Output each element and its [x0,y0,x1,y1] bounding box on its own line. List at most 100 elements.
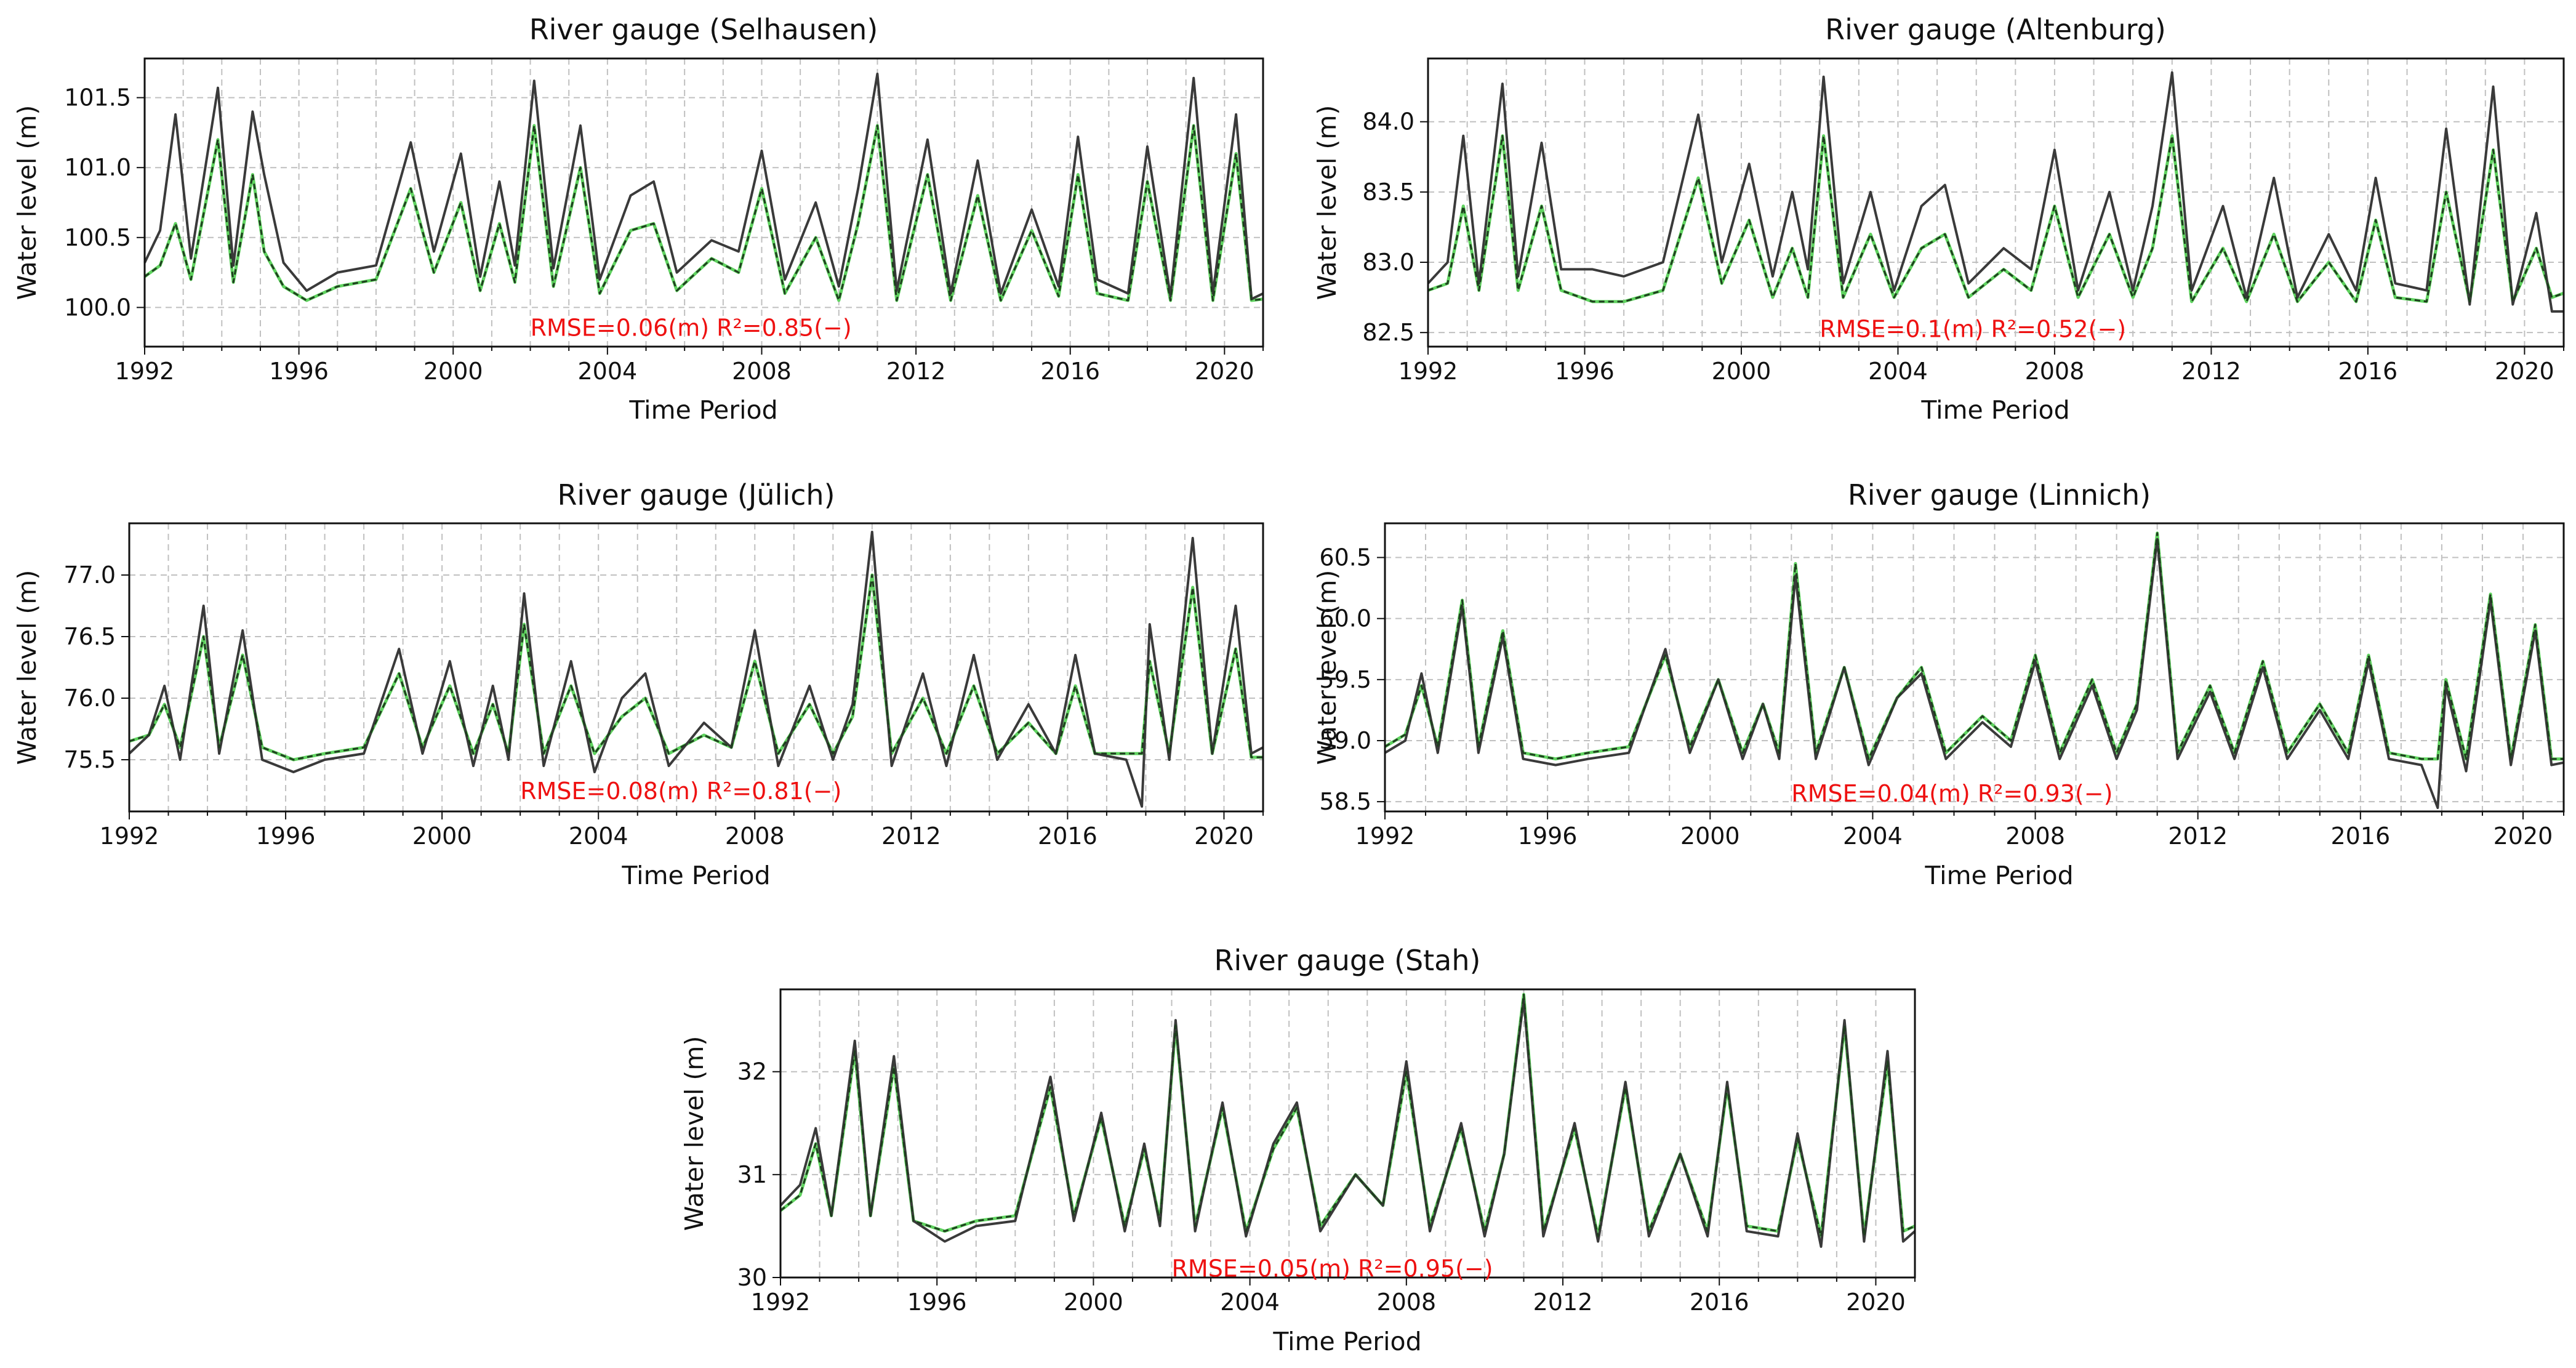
axes-frame [779,988,1916,1279]
x-tick-label: 2020 [1194,823,1254,850]
series-line-simulated-dashed [129,574,1263,761]
x-tick-label: 2012 [881,823,941,850]
x-tick-label: 2000 [412,823,472,850]
panel-altenburg: 1992 1996 2000 2004 2008 2012 2016 2020 82.5 83.0… [1312,13,2565,425]
x-tick-label: 2012 [1533,1289,1593,1316]
x-tick-label: 2020 [1846,1289,1906,1316]
plot-area-julich [129,523,1263,811]
y-tick-label: 75.5 [63,746,116,773]
panel-julich: 1992 1996 2000 2004 2008 2012 2016 2020 75.5 76.0… [12,478,1264,890]
series-line-simulated-dashed [1384,532,2564,760]
x-tick-label: 2004 [1220,1289,1280,1316]
x-axis-label-julich: Time Period [621,861,770,890]
y-tick-label: 101.5 [64,84,131,111]
x-tick-label: 2008 [2025,358,2085,385]
panel-altenburg-marks: 1992 1996 2000 2004 2008 2012 2016 2020 82.5 83.0… [1362,57,2565,385]
y-axis-label-selhausen: Water level (m) [12,105,42,300]
axes-frame [1384,522,2565,813]
y-tick-label: 32 [737,1058,767,1085]
y-tick-label: 59.0 [1319,727,1371,754]
plot-area-stah [780,989,1915,1277]
y-axis-label-linnich: Water level (m) [1312,570,1342,765]
axes-frame [1427,57,2565,348]
y-axis-label-altenburg: Water level (m) [1312,105,1342,300]
x-tick-label: 2008 [725,823,785,850]
x-tick-label: 2000 [1712,358,1772,385]
x-tick-label: 2000 [423,358,483,385]
panel-selhausen: 1992 1996 2000 2004 2008 2012 2016 2020 100.0 100… [12,13,1264,425]
x-tick-label: 2020 [2495,358,2554,385]
panel-julich-marks: 1992 1996 2000 2004 2008 2012 2016 2020 75.5 76.0… [63,522,1264,850]
axes-frame [143,57,1264,348]
chart-title-selhausen: River gauge (Selhausen) [529,13,878,46]
x-tick-label: 2008 [2005,823,2065,850]
x-tick-label: 2008 [1376,1289,1436,1316]
x-tick-label: 1992 [1398,358,1458,385]
y-tick-label: 30 [737,1264,767,1291]
y-tick-label: 60.5 [1319,544,1371,571]
panel-stah-marks: 1992 1996 2000 2004 2008 2012 2016 2020 30 31 32 [737,988,1916,1316]
x-tick-label: 1992 [115,358,175,385]
x-tick-label: 2012 [2181,358,2241,385]
y-tick-label: 100.5 [64,224,131,251]
y-tick-label: 84.0 [1362,108,1414,135]
panel-linnich-marks: 1992 1996 2000 2004 2008 2012 2016 2020 58.5 59.0… [1319,522,2565,850]
x-axis-label-stah: Time Period [1272,1327,1421,1356]
y-tick-label: 100.0 [64,294,131,321]
x-tick-label: 2008 [732,358,792,385]
plot-area-linnich [1385,523,2564,811]
y-tick-label: 82.5 [1362,319,1414,346]
x-tick-label: 2000 [1064,1289,1123,1316]
chart-title-julich: River gauge (Jülich) [557,478,835,512]
x-axis-label-selhausen: Time Period [628,395,777,425]
panel-selhausen-marks: 1992 1996 2000 2004 2008 2012 2016 2020 100.0 100… [64,57,1264,385]
x-axis-label-altenburg: Time Period [1920,395,2069,425]
x-tick-label: 2004 [569,823,628,850]
y-axis-label-julich: Water level (m) [12,570,42,765]
y-tick-label: 76.0 [63,685,116,712]
x-tick-label: 2020 [2494,823,2553,850]
x-tick-label: 1996 [256,823,316,850]
panel-linnich: 1992 1996 2000 2004 2008 2012 2016 2020 58.5 59.0… [1312,478,2565,890]
series-line-simulated-dashed [1427,135,2564,303]
chart-title-stah: River gauge (Stah) [1214,944,1481,977]
axes-frame [128,522,1264,813]
series-line-observed [143,73,1264,300]
metrics-annotation-selhausen: RMSE=0.06(m) R²=0.85(−) [531,315,852,342]
x-tick-label: 2004 [1868,358,1928,385]
panel-stah: 1992 1996 2000 2004 2008 2012 2016 2020 30 31 32 R… [680,944,1916,1356]
series-line-simulated-dashed [780,993,1916,1237]
x-tick-label: 2012 [2168,823,2228,850]
x-tick-label: 1996 [907,1289,967,1316]
y-tick-label: 83.0 [1362,249,1414,276]
metrics-annotation-linnich: RMSE=0.04(m) R²=0.93(−) [1791,780,2113,807]
y-tick-label: 59.5 [1319,666,1371,693]
x-tick-label: 2004 [1843,823,1903,850]
x-tick-label: 2016 [1690,1289,1749,1316]
series-line-observed [128,531,1264,808]
x-tick-label: 2016 [1038,823,1097,850]
x-tick-label: 2000 [1680,823,1740,850]
series-line-simulated-dashed [144,124,1264,302]
x-tick-label: 1996 [1555,358,1615,385]
y-tick-label: 60.0 [1319,605,1371,632]
series-line-observed [1427,71,2564,313]
x-tick-label: 1992 [751,1289,811,1316]
x-tick-label: 1996 [269,358,329,385]
x-tick-label: 2012 [886,358,946,385]
y-tick-label: 83.5 [1362,179,1414,206]
y-axis-label-stah: Water level (m) [680,1036,709,1231]
plot-area-altenburg [1428,58,2564,347]
metrics-annotation-altenburg: RMSE=0.1(m) R²=0.52(−) [1820,316,2126,343]
x-axis-label-linnich: Time Period [1924,861,2073,890]
series-line-observed [1384,537,2564,810]
x-tick-label: 2020 [1195,358,1254,385]
y-tick-label: 76.5 [63,623,116,650]
x-tick-label: 1992 [1355,823,1415,850]
x-tick-label: 2016 [1040,358,1100,385]
x-tick-label: 2016 [2330,823,2390,850]
y-tick-label: 77.0 [63,561,116,589]
chart-title-altenburg: River gauge (Altenburg) [1825,13,2166,46]
x-tick-label: 2016 [2338,358,2398,385]
